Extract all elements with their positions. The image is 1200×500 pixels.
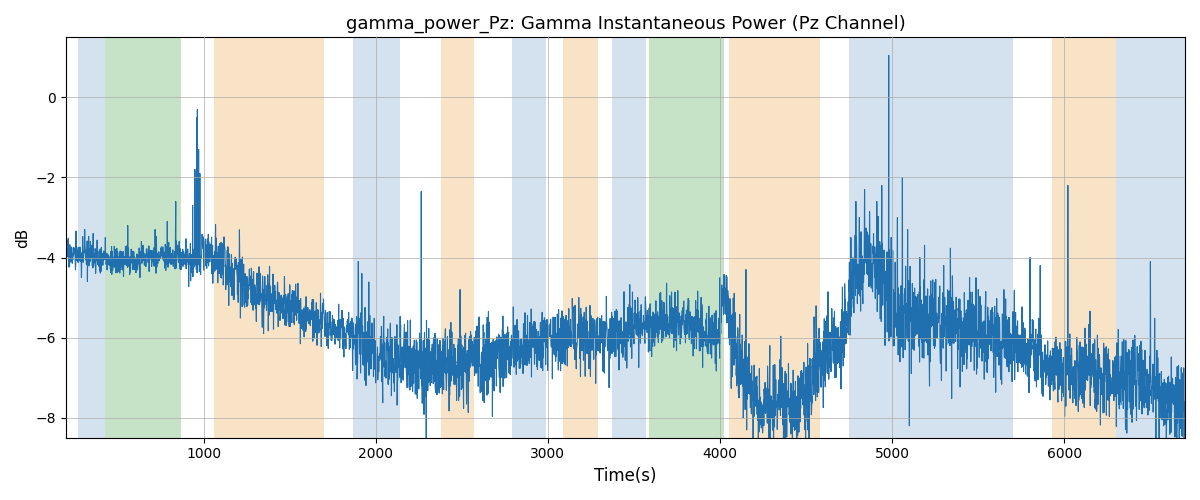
- Bar: [1116, 38, 1186, 438]
- Bar: [353, 38, 400, 438]
- Bar: [214, 38, 324, 438]
- Bar: [850, 38, 1013, 438]
- Bar: [78, 38, 106, 438]
- Bar: [728, 38, 820, 438]
- Bar: [649, 38, 724, 438]
- Bar: [442, 38, 474, 438]
- Bar: [564, 38, 598, 438]
- Bar: [612, 38, 646, 438]
- Bar: [1052, 38, 1116, 438]
- Y-axis label: dB: dB: [16, 228, 30, 248]
- Title: gamma_power_Pz: Gamma Instantaneous Power (Pz Channel): gamma_power_Pz: Gamma Instantaneous Powe…: [346, 15, 905, 34]
- Bar: [106, 38, 181, 438]
- X-axis label: Time(s): Time(s): [594, 467, 656, 485]
- Bar: [511, 38, 546, 438]
